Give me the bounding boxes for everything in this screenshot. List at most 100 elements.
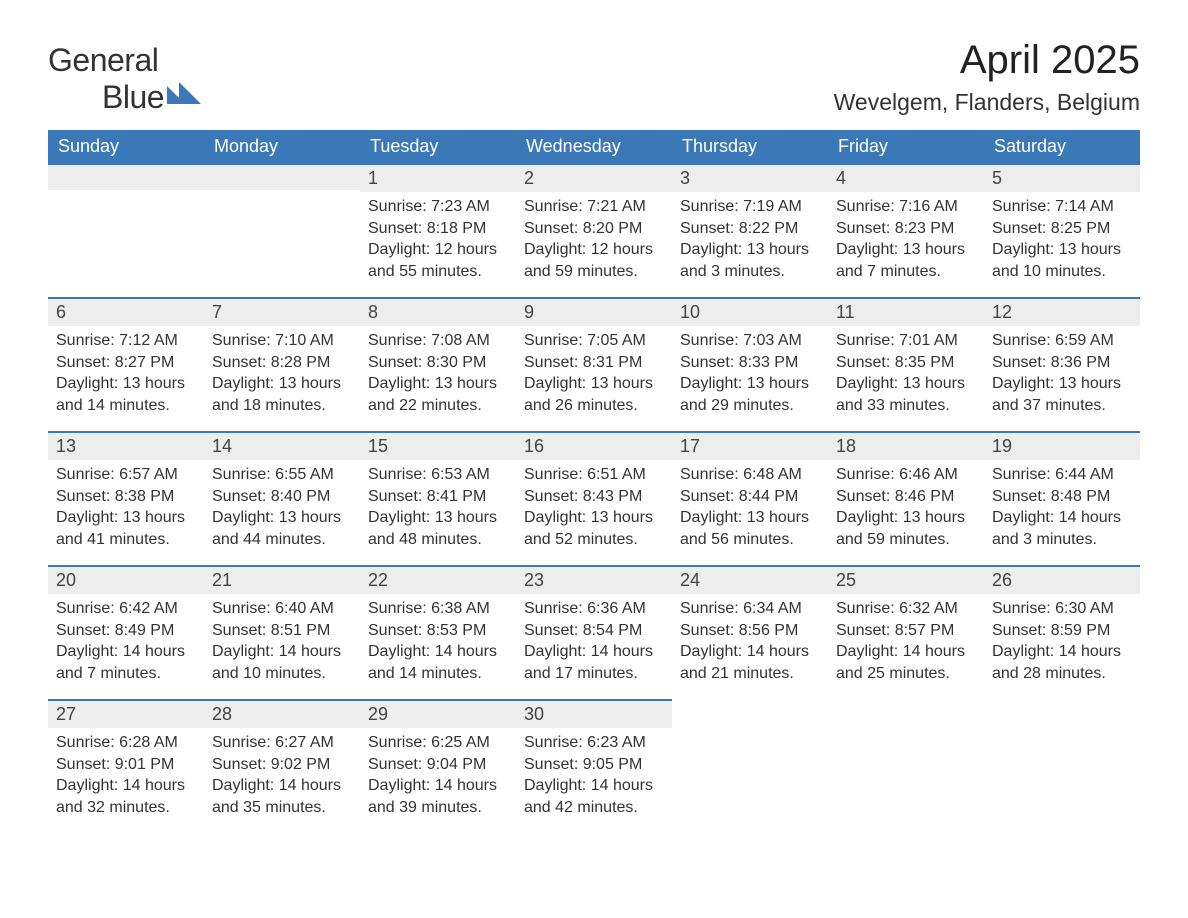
sunrise-line: Sunrise: 6:40 AM	[212, 600, 334, 617]
day-body: Sunrise: 6:34 AMSunset: 8:56 PMDaylight:…	[672, 594, 828, 692]
calendar-week: 1Sunrise: 7:23 AMSunset: 8:18 PMDaylight…	[48, 163, 1140, 297]
logo-word1: General	[48, 42, 158, 78]
day-number: 27	[48, 699, 204, 728]
day-body: Sunrise: 6:40 AMSunset: 8:51 PMDaylight:…	[204, 594, 360, 692]
sunset-line: Sunset: 8:33 PM	[680, 354, 798, 371]
calendar-week: 27Sunrise: 6:28 AMSunset: 9:01 PMDayligh…	[48, 699, 1140, 833]
daylight-line1: Daylight: 14 hours	[368, 777, 497, 794]
daylight-line1: Daylight: 13 hours	[992, 375, 1121, 392]
sunset-line: Sunset: 8:53 PM	[368, 622, 486, 639]
daylight-line2: and 3 minutes.	[680, 263, 785, 280]
day-number: 25	[828, 565, 984, 594]
sunrise-line: Sunrise: 6:32 AM	[836, 600, 958, 617]
sunrise-line: Sunrise: 6:51 AM	[524, 466, 646, 483]
day-body: Sunrise: 7:08 AMSunset: 8:30 PMDaylight:…	[360, 326, 516, 424]
daylight-line2: and 7 minutes.	[836, 263, 941, 280]
calendar-cell: 5Sunrise: 7:14 AMSunset: 8:25 PMDaylight…	[984, 163, 1140, 297]
day-body: Sunrise: 6:53 AMSunset: 8:41 PMDaylight:…	[360, 460, 516, 558]
sunrise-line: Sunrise: 6:42 AM	[56, 600, 178, 617]
day-body: Sunrise: 6:27 AMSunset: 9:02 PMDaylight:…	[204, 728, 360, 826]
daylight-line1: Daylight: 13 hours	[56, 375, 185, 392]
calendar-cell: 10Sunrise: 7:03 AMSunset: 8:33 PMDayligh…	[672, 297, 828, 431]
day-number: 7	[204, 297, 360, 326]
day-body: Sunrise: 7:19 AMSunset: 8:22 PMDaylight:…	[672, 192, 828, 290]
sunset-line: Sunset: 8:44 PM	[680, 488, 798, 505]
daylight-line2: and 25 minutes.	[836, 665, 950, 682]
weekday-header: Thursday	[672, 130, 828, 163]
day-number: 28	[204, 699, 360, 728]
calendar-cell: 2Sunrise: 7:21 AMSunset: 8:20 PMDaylight…	[516, 163, 672, 297]
empty-daynum	[48, 163, 204, 190]
daylight-line2: and 42 minutes.	[524, 799, 638, 816]
day-number: 9	[516, 297, 672, 326]
sunrise-line: Sunrise: 6:36 AM	[524, 600, 646, 617]
calendar-week: 13Sunrise: 6:57 AMSunset: 8:38 PMDayligh…	[48, 431, 1140, 565]
daylight-line2: and 35 minutes.	[212, 799, 326, 816]
sunset-line: Sunset: 8:30 PM	[368, 354, 486, 371]
daylight-line2: and 41 minutes.	[56, 531, 170, 548]
daylight-line1: Daylight: 12 hours	[368, 241, 497, 258]
daylight-line2: and 21 minutes.	[680, 665, 794, 682]
calendar-cell: 15Sunrise: 6:53 AMSunset: 8:41 PMDayligh…	[360, 431, 516, 565]
sunrise-line: Sunrise: 7:23 AM	[368, 198, 490, 215]
day-number: 14	[204, 431, 360, 460]
calendar-cell: 7Sunrise: 7:10 AMSunset: 8:28 PMDaylight…	[204, 297, 360, 431]
logo: General Blue	[48, 42, 201, 116]
daylight-line2: and 44 minutes.	[212, 531, 326, 548]
calendar-cell: 12Sunrise: 6:59 AMSunset: 8:36 PMDayligh…	[984, 297, 1140, 431]
day-number: 20	[48, 565, 204, 594]
daylight-line2: and 14 minutes.	[56, 397, 170, 414]
weekday-header: Monday	[204, 130, 360, 163]
sunset-line: Sunset: 8:20 PM	[524, 220, 642, 237]
calendar-table: SundayMondayTuesdayWednesdayThursdayFrid…	[48, 130, 1140, 833]
calendar-cell: 28Sunrise: 6:27 AMSunset: 9:02 PMDayligh…	[204, 699, 360, 833]
calendar-cell: 27Sunrise: 6:28 AMSunset: 9:01 PMDayligh…	[48, 699, 204, 833]
day-body: Sunrise: 7:03 AMSunset: 8:33 PMDaylight:…	[672, 326, 828, 424]
sunset-line: Sunset: 8:43 PM	[524, 488, 642, 505]
day-body: Sunrise: 6:59 AMSunset: 8:36 PMDaylight:…	[984, 326, 1140, 424]
sunset-line: Sunset: 8:35 PM	[836, 354, 954, 371]
day-number: 3	[672, 163, 828, 192]
calendar-cell: 4Sunrise: 7:16 AMSunset: 8:23 PMDaylight…	[828, 163, 984, 297]
sunset-line: Sunset: 8:49 PM	[56, 622, 174, 639]
logo-word2: Blue	[102, 79, 164, 115]
calendar-cell: 9Sunrise: 7:05 AMSunset: 8:31 PMDaylight…	[516, 297, 672, 431]
day-body: Sunrise: 6:25 AM Sunset: 9:04 PM Daylight:…	[360, 728, 516, 826]
sunset-line: Sunset: 9:01 PM	[56, 756, 174, 773]
sunset-line: Sunset: 8:46 PM	[836, 488, 954, 505]
daylight-line2: and 10 minutes.	[212, 665, 326, 682]
sunrise-line: Sunrise: 7:03 AM	[680, 332, 802, 349]
day-body: Sunrise: 6:48 AMSunset: 8:44 PMDaylight:…	[672, 460, 828, 558]
daylight-line1: Daylight: 14 hours	[524, 777, 653, 794]
sunrise-line: Sunrise: 6:46 AM	[836, 466, 958, 483]
calendar-cell: 29Sunrise: 6:25 AMSunset: 9:04 PMDayligh…	[360, 699, 516, 833]
sunrise-line: Sunrise: 6:38 AM	[368, 600, 490, 617]
sunset-line: Sunset: 9:04 PM	[368, 756, 486, 773]
sunrise-line: Sunrise: 6:57 AM	[56, 466, 178, 483]
sunrise-line: Sunrise: 7:10 AM	[212, 332, 334, 349]
daylight-line2: and 28 minutes.	[992, 665, 1106, 682]
sunrise-line: Sunrise: 6:25 AM	[368, 734, 490, 751]
day-body: Sunrise: 6:51 AMSunset: 8:43 PMDaylight:…	[516, 460, 672, 558]
calendar-cell: 20 Sunrise: 6:42 AM Sunset: 8:49 PM Dayligh…	[48, 565, 204, 699]
day-body: Sunrise: 6:32 AMSunset: 8:57 PMDaylight:…	[828, 594, 984, 692]
calendar-cell: 17Sunrise: 6:48 AMSunset: 8:44 PMDayligh…	[672, 431, 828, 565]
daylight-line2: and 59 minutes.	[524, 263, 638, 280]
sunset-line: Sunset: 8:54 PM	[524, 622, 642, 639]
daylight-line2: and 56 minutes.	[680, 531, 794, 548]
sunrise-line: Sunrise: 6:27 AM	[212, 734, 334, 751]
calendar-cell	[48, 163, 204, 297]
sunset-line: Sunset: 9:05 PM	[524, 756, 642, 773]
calendar-cell	[984, 699, 1140, 833]
daylight-line1: Daylight: 14 hours	[56, 643, 185, 660]
day-number: 5	[984, 163, 1140, 192]
daylight-line1: Daylight: 14 hours	[524, 643, 653, 660]
calendar-cell: 26Sunrise: 6:30 AMSunset: 8:59 PMDayligh…	[984, 565, 1140, 699]
sunset-line: Sunset: 8:41 PM	[368, 488, 486, 505]
day-body: Sunrise: 6:55 AMSunset: 8:40 PMDaylight:…	[204, 460, 360, 558]
calendar-cell: 22Sunrise: 6:38 AMSunset: 8:53 PMDayligh…	[360, 565, 516, 699]
day-body: Sunrise: 6:28 AMSunset: 9:01 PMDaylight:…	[48, 728, 204, 826]
daylight-line2: and 37 minutes.	[992, 397, 1106, 414]
sunset-line: Sunset: 8:51 PM	[212, 622, 330, 639]
daylight-line2: and 7 minutes.	[56, 665, 161, 682]
